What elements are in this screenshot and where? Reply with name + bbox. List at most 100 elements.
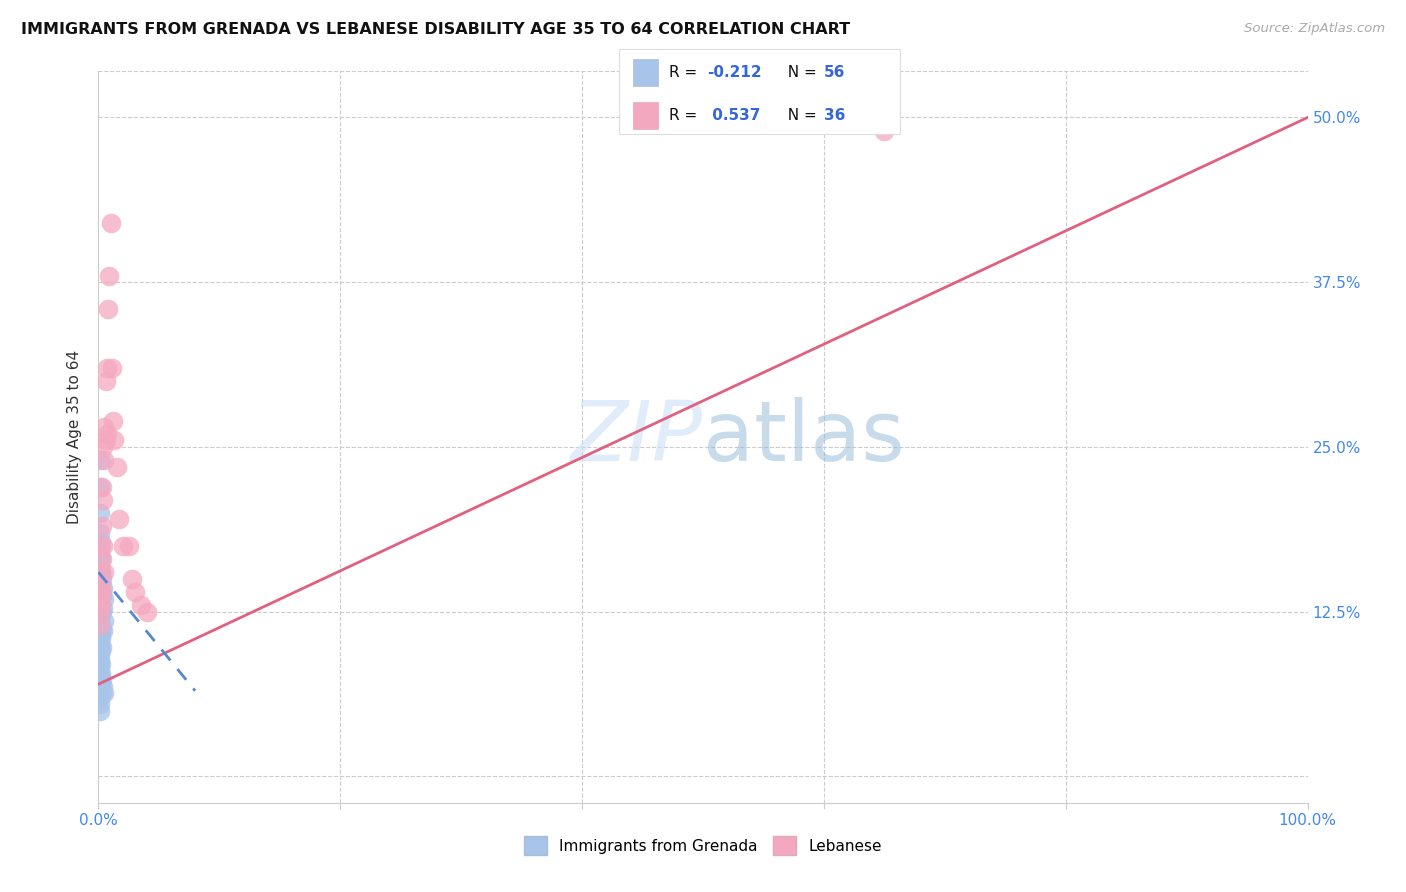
Point [90,666,112,681]
Point [873,123,896,137]
Point [97,301,120,316]
Text: R =: R = [669,65,703,80]
Point [91,622,114,636]
Point [89,606,111,620]
Point [91,440,114,454]
Point [89,616,111,631]
Point [89,657,111,672]
Point [89,611,111,625]
Point [89,558,111,573]
Point [90,552,112,566]
Point [89,671,111,685]
Text: -0.212: -0.212 [707,65,762,80]
Point [89,539,111,553]
Point [94,434,117,448]
Point [100,216,122,230]
Point [89,618,111,632]
Point [100,360,122,375]
Point [89,683,111,698]
Point [89,627,111,641]
Text: N =: N = [778,65,821,80]
Point [91,673,114,688]
Point [90,598,112,612]
Point [89,677,111,691]
Point [90,680,112,694]
Point [89,704,111,718]
Point [94,374,117,388]
Point [108,512,131,526]
Point [90,631,112,645]
Point [91,640,114,655]
Point [91,519,114,533]
Point [90,605,112,619]
Point [89,697,111,711]
Point [91,624,114,639]
Point [93,591,115,606]
Point [89,453,111,467]
Point [89,588,111,602]
Point [93,420,115,434]
Point [91,686,114,700]
Point [89,567,111,582]
Point [91,585,114,599]
Point [91,552,114,566]
Point [89,644,111,658]
Point [89,506,111,520]
Point [90,618,112,632]
Point [91,492,114,507]
Text: 56: 56 [824,65,845,80]
Point [89,594,111,608]
Point [89,548,111,562]
Point [135,605,157,619]
Point [90,534,112,549]
Point [93,686,115,700]
Point [89,622,111,636]
Text: N =: N = [778,108,821,123]
Point [96,426,118,441]
Point [91,600,114,615]
Text: 0.537: 0.537 [707,108,761,123]
Point [90,565,112,579]
Point [90,657,112,672]
Point [90,578,112,592]
Point [90,565,112,579]
Text: atlas: atlas [703,397,904,477]
Point [89,650,111,665]
Point [89,638,111,652]
Point [91,479,114,493]
Point [91,539,114,553]
Text: R =: R = [669,108,703,123]
Point [89,605,111,619]
Text: ZIP: ZIP [571,397,703,477]
Point [124,585,146,599]
Point [90,578,112,592]
Point [89,591,111,606]
Point [96,360,118,375]
Point [129,598,152,612]
Point [89,632,111,647]
Point [89,525,111,540]
Point [93,453,115,467]
Point [93,565,115,579]
Point [121,572,143,586]
Point [91,680,114,694]
Point [91,588,114,602]
Point [89,600,111,615]
Point [98,268,121,283]
Point [103,434,125,448]
Point [111,539,134,553]
Text: IMMIGRANTS FROM GRENADA VS LEBANESE DISABILITY AGE 35 TO 64 CORRELATION CHART: IMMIGRANTS FROM GRENADA VS LEBANESE DISA… [21,22,851,37]
Text: Source: ZipAtlas.com: Source: ZipAtlas.com [1244,22,1385,36]
Point [90,539,112,553]
Legend: Immigrants from Grenada, Lebanese: Immigrants from Grenada, Lebanese [519,830,887,861]
Point [89,479,111,493]
Point [105,459,128,474]
Point [93,614,115,628]
Point [91,572,114,586]
Point [90,644,112,658]
Point [89,690,111,705]
Y-axis label: Disability Age 35 to 64: Disability Age 35 to 64 [67,350,83,524]
Point [89,581,111,595]
Point [91,605,114,619]
Point [91,581,114,595]
